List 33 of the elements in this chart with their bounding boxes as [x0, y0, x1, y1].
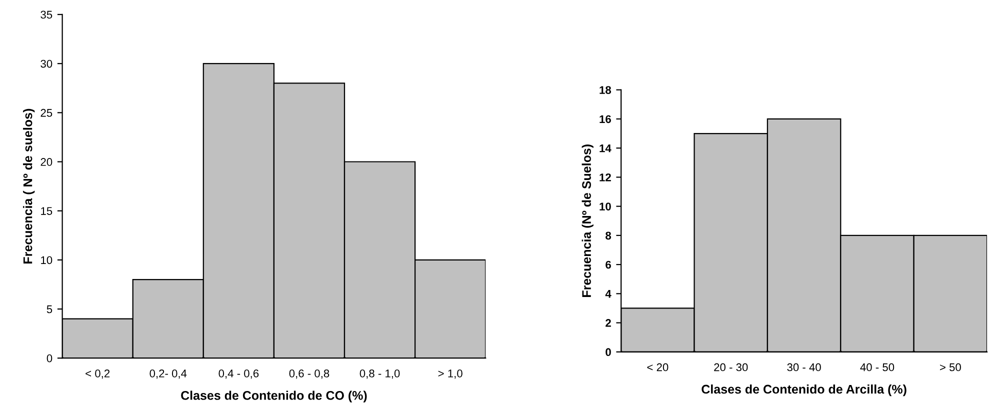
y-tick-label: 10 [41, 256, 52, 264]
x-tick-label: < 0,2 [86, 370, 110, 379]
y-tick-label: 16 [600, 115, 611, 124]
x-tick-label: 0,2- 0,4 [150, 370, 187, 379]
x-tick-label: < 20 [647, 363, 668, 372]
x-axis-title: Clases de Contenido de CO (%) [181, 390, 367, 402]
x-tick-label: 20 - 30 [714, 363, 748, 372]
y-axis-title: Frecuencia ( Nº de suelos) [23, 108, 35, 264]
x-tick-label: 0,6 - 0,8 [289, 370, 330, 379]
y-tick-label: 4 [605, 290, 612, 298]
x-tick-label: 40 - 50 [860, 363, 894, 372]
y-tick-label: 30 [40, 60, 52, 68]
y-tick-label: 14 [600, 144, 612, 152]
x-tick-label: > 1,0 [438, 370, 462, 379]
x-axis-title: Clases de Contenido de Arcilla (%) [702, 384, 906, 396]
y-tick-label: 2 [606, 319, 611, 327]
y-tick-label: 15 [41, 207, 52, 215]
y-tick-label: 20 [40, 158, 52, 166]
y-tick-label: 0 [46, 354, 52, 362]
x-tick-label: 0,8 - 1,0 [360, 370, 400, 379]
y-tick-label: 18 [600, 86, 612, 94]
y-tick-label: 10 [600, 202, 611, 210]
y-tick-label: 35 [40, 10, 52, 19]
y-axis-title: Frecuencia (Nº de Suelos) [582, 144, 594, 297]
x-tick-label: 30 - 40 [787, 363, 821, 372]
y-tick-label: 0 [606, 348, 611, 356]
y-tick-label: 12 [600, 173, 611, 182]
x-tick-label: > 50 [940, 363, 961, 372]
y-tick-label: 5 [46, 305, 52, 314]
y-tick-label: 6 [606, 260, 611, 269]
y-tick-label: 8 [606, 232, 612, 240]
x-tick-label: 0,4 - 0,6 [218, 370, 259, 379]
y-tick-label: 25 [40, 108, 52, 117]
